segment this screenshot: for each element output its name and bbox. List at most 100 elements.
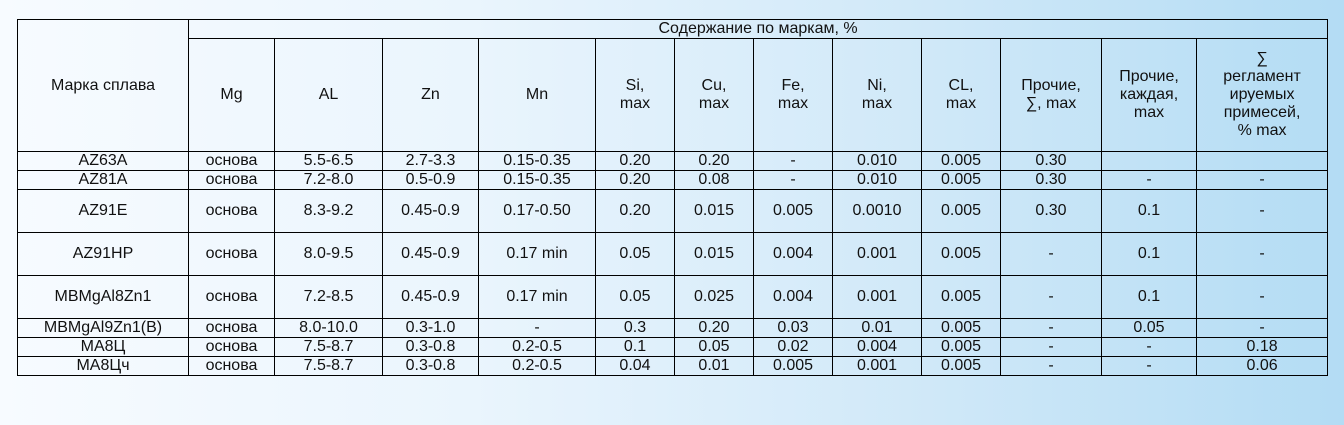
alloy-grade-cell: MBMgAl9Zn1(B) <box>17 318 189 338</box>
column-header-al: AL <box>274 38 383 152</box>
table-cell: 0.1 <box>1101 189 1197 233</box>
table-cell: - <box>1000 275 1102 319</box>
table-cell: - <box>1195 232 1329 276</box>
table-cell: 0.01 <box>674 356 754 376</box>
table-cell: 0.45-0.9 <box>382 275 479 319</box>
table-row: MBMgAl8Zn1 основа 7.2-8.5 0.45-0.9 0.17 min 0… <box>17 275 1329 319</box>
table-cell: 7.2-8.0 <box>274 170 383 190</box>
column-header-other-each: Прочие, каждая, max <box>1101 38 1197 152</box>
table-cell: 0.20 <box>674 151 754 171</box>
table-cell: 0.2-0.5 <box>478 356 596 376</box>
table-cell: - <box>1195 189 1329 233</box>
table-cell: 0.01 <box>832 318 922 338</box>
table-cell: - <box>1101 356 1197 376</box>
table-row: МА8Цч основа 7.5-8.7 0.3-0.8 0.2-0.5 0.04 0.01… <box>17 356 1329 376</box>
table-cell: - <box>1000 337 1102 357</box>
table-cell: 0.001 <box>832 275 922 319</box>
table-cell: 0.1 <box>1101 232 1197 276</box>
table-cell: - <box>753 170 833 190</box>
table-cell: - <box>1195 275 1329 319</box>
table-cell: 0.06 <box>1195 356 1329 376</box>
table-cell: 0.17 min <box>478 275 596 319</box>
table-cell: основа <box>188 356 275 376</box>
table-cell: - <box>1101 337 1197 357</box>
table-cell: основа <box>188 151 275 171</box>
table-cell: 0.005 <box>921 337 1001 357</box>
alloy-grade-cell: AZ81A <box>17 170 189 190</box>
table-cell: 0.20 <box>595 189 675 233</box>
table-row: AZ63A основа 5.5-6.5 2.7-3.3 0.15-0.35 0.20 0.… <box>17 151 1329 171</box>
table-row: AZ91HP основа 8.0-9.5 0.45-0.9 0.17 min 0.05 0… <box>17 232 1329 276</box>
table-cell: - <box>1195 170 1329 190</box>
table-cell: 0.005 <box>921 275 1001 319</box>
table-cell: 0.3-1.0 <box>382 318 479 338</box>
table-row: МА8Ц основа 7.5-8.7 0.3-0.8 0.2-0.5 0.1 0.05 0.… <box>17 337 1329 357</box>
table-cell: 0.001 <box>832 232 922 276</box>
table-cell: 0.004 <box>753 275 833 319</box>
table-cell: 8.0-9.5 <box>274 232 383 276</box>
table-cell: 0.005 <box>921 151 1001 171</box>
table-cell: 0.005 <box>753 356 833 376</box>
table-cell: 0.5-0.9 <box>382 170 479 190</box>
table-cell: 0.004 <box>753 232 833 276</box>
table-cell: 0.20 <box>674 318 754 338</box>
column-header-regulated-impurities: ∑ регламент ируемых примесей, % max <box>1195 38 1329 152</box>
table-cell: 8.0-10.0 <box>274 318 383 338</box>
alloy-grade-cell: МА8Цч <box>17 356 189 376</box>
table-cell: - <box>1195 318 1329 338</box>
table-cell: 0.0010 <box>832 189 922 233</box>
table-header: Марка сплава Содержание по маркам, % Mg … <box>17 19 1329 152</box>
table-cell: 0.05 <box>674 337 754 357</box>
column-header-mn: Mn <box>478 38 596 152</box>
column-header-cl: CL, max <box>921 38 1001 152</box>
table-cell: 0.025 <box>674 275 754 319</box>
table-cell: основа <box>188 275 275 319</box>
table-cell: 0.02 <box>753 337 833 357</box>
table-cell: 0.20 <box>595 170 675 190</box>
table-cell: 0.015 <box>674 232 754 276</box>
table-cell: 0.3-0.8 <box>382 337 479 357</box>
table-cell: основа <box>188 189 275 233</box>
table-cell: 0.08 <box>674 170 754 190</box>
table-row: AZ91E основа 8.3-9.2 0.45-0.9 0.17-0.50 0.20 0… <box>17 189 1329 233</box>
table-cell: 0.005 <box>921 170 1001 190</box>
table-cell: - <box>1000 356 1102 376</box>
column-header-ni: Ni, max <box>832 38 922 152</box>
table-cell: 0.17 min <box>478 232 596 276</box>
column-header-zn: Zn <box>382 38 479 152</box>
alloy-grade-cell: AZ91E <box>17 189 189 233</box>
table-cell: 0.45-0.9 <box>382 232 479 276</box>
table-cell: 8.3-9.2 <box>274 189 383 233</box>
table-cell: 0.03 <box>753 318 833 338</box>
table-cell: 7.5-8.7 <box>274 356 383 376</box>
table-cell: - <box>478 318 596 338</box>
table-cell: 0.005 <box>921 318 1001 338</box>
table-cell: - <box>753 151 833 171</box>
table-cell: 0.3-0.8 <box>382 356 479 376</box>
table-cell: 0.45-0.9 <box>382 189 479 233</box>
table-cell: 0.05 <box>1101 318 1197 338</box>
table-cell: 0.04 <box>595 356 675 376</box>
table-cell <box>1195 151 1329 171</box>
table-cell: 0.005 <box>921 356 1001 376</box>
table-cell: 0.010 <box>832 170 922 190</box>
content-group-header: Содержание по маркам, % <box>187 19 1329 39</box>
table-cell: 0.3 <box>595 318 675 338</box>
table-cell: 0.30 <box>1000 170 1102 190</box>
alloy-grade-cell: AZ91HP <box>17 232 189 276</box>
column-header-cu: Cu, max <box>674 38 754 152</box>
table-cell: 0.30 <box>1000 151 1102 171</box>
table-cell: - <box>1000 318 1102 338</box>
table-cell: - <box>1000 232 1102 276</box>
alloy-grade-cell: AZ63A <box>17 151 189 171</box>
table-cell: 5.5-6.5 <box>274 151 383 171</box>
table-cell: 0.05 <box>595 275 675 319</box>
column-header-fe: Fe, max <box>753 38 833 152</box>
table-row: AZ81A основа 7.2-8.0 0.5-0.9 0.15-0.35 0.20 0.… <box>17 170 1329 190</box>
table-body: AZ63A основа 5.5-6.5 2.7-3.3 0.15-0.35 0.20 0.… <box>17 151 1329 376</box>
column-header-mg: Mg <box>188 38 275 152</box>
table-cell: 7.5-8.7 <box>274 337 383 357</box>
table-cell: 0.1 <box>1101 275 1197 319</box>
column-header-si: Si, max <box>595 38 675 152</box>
table-cell: 2.7-3.3 <box>382 151 479 171</box>
